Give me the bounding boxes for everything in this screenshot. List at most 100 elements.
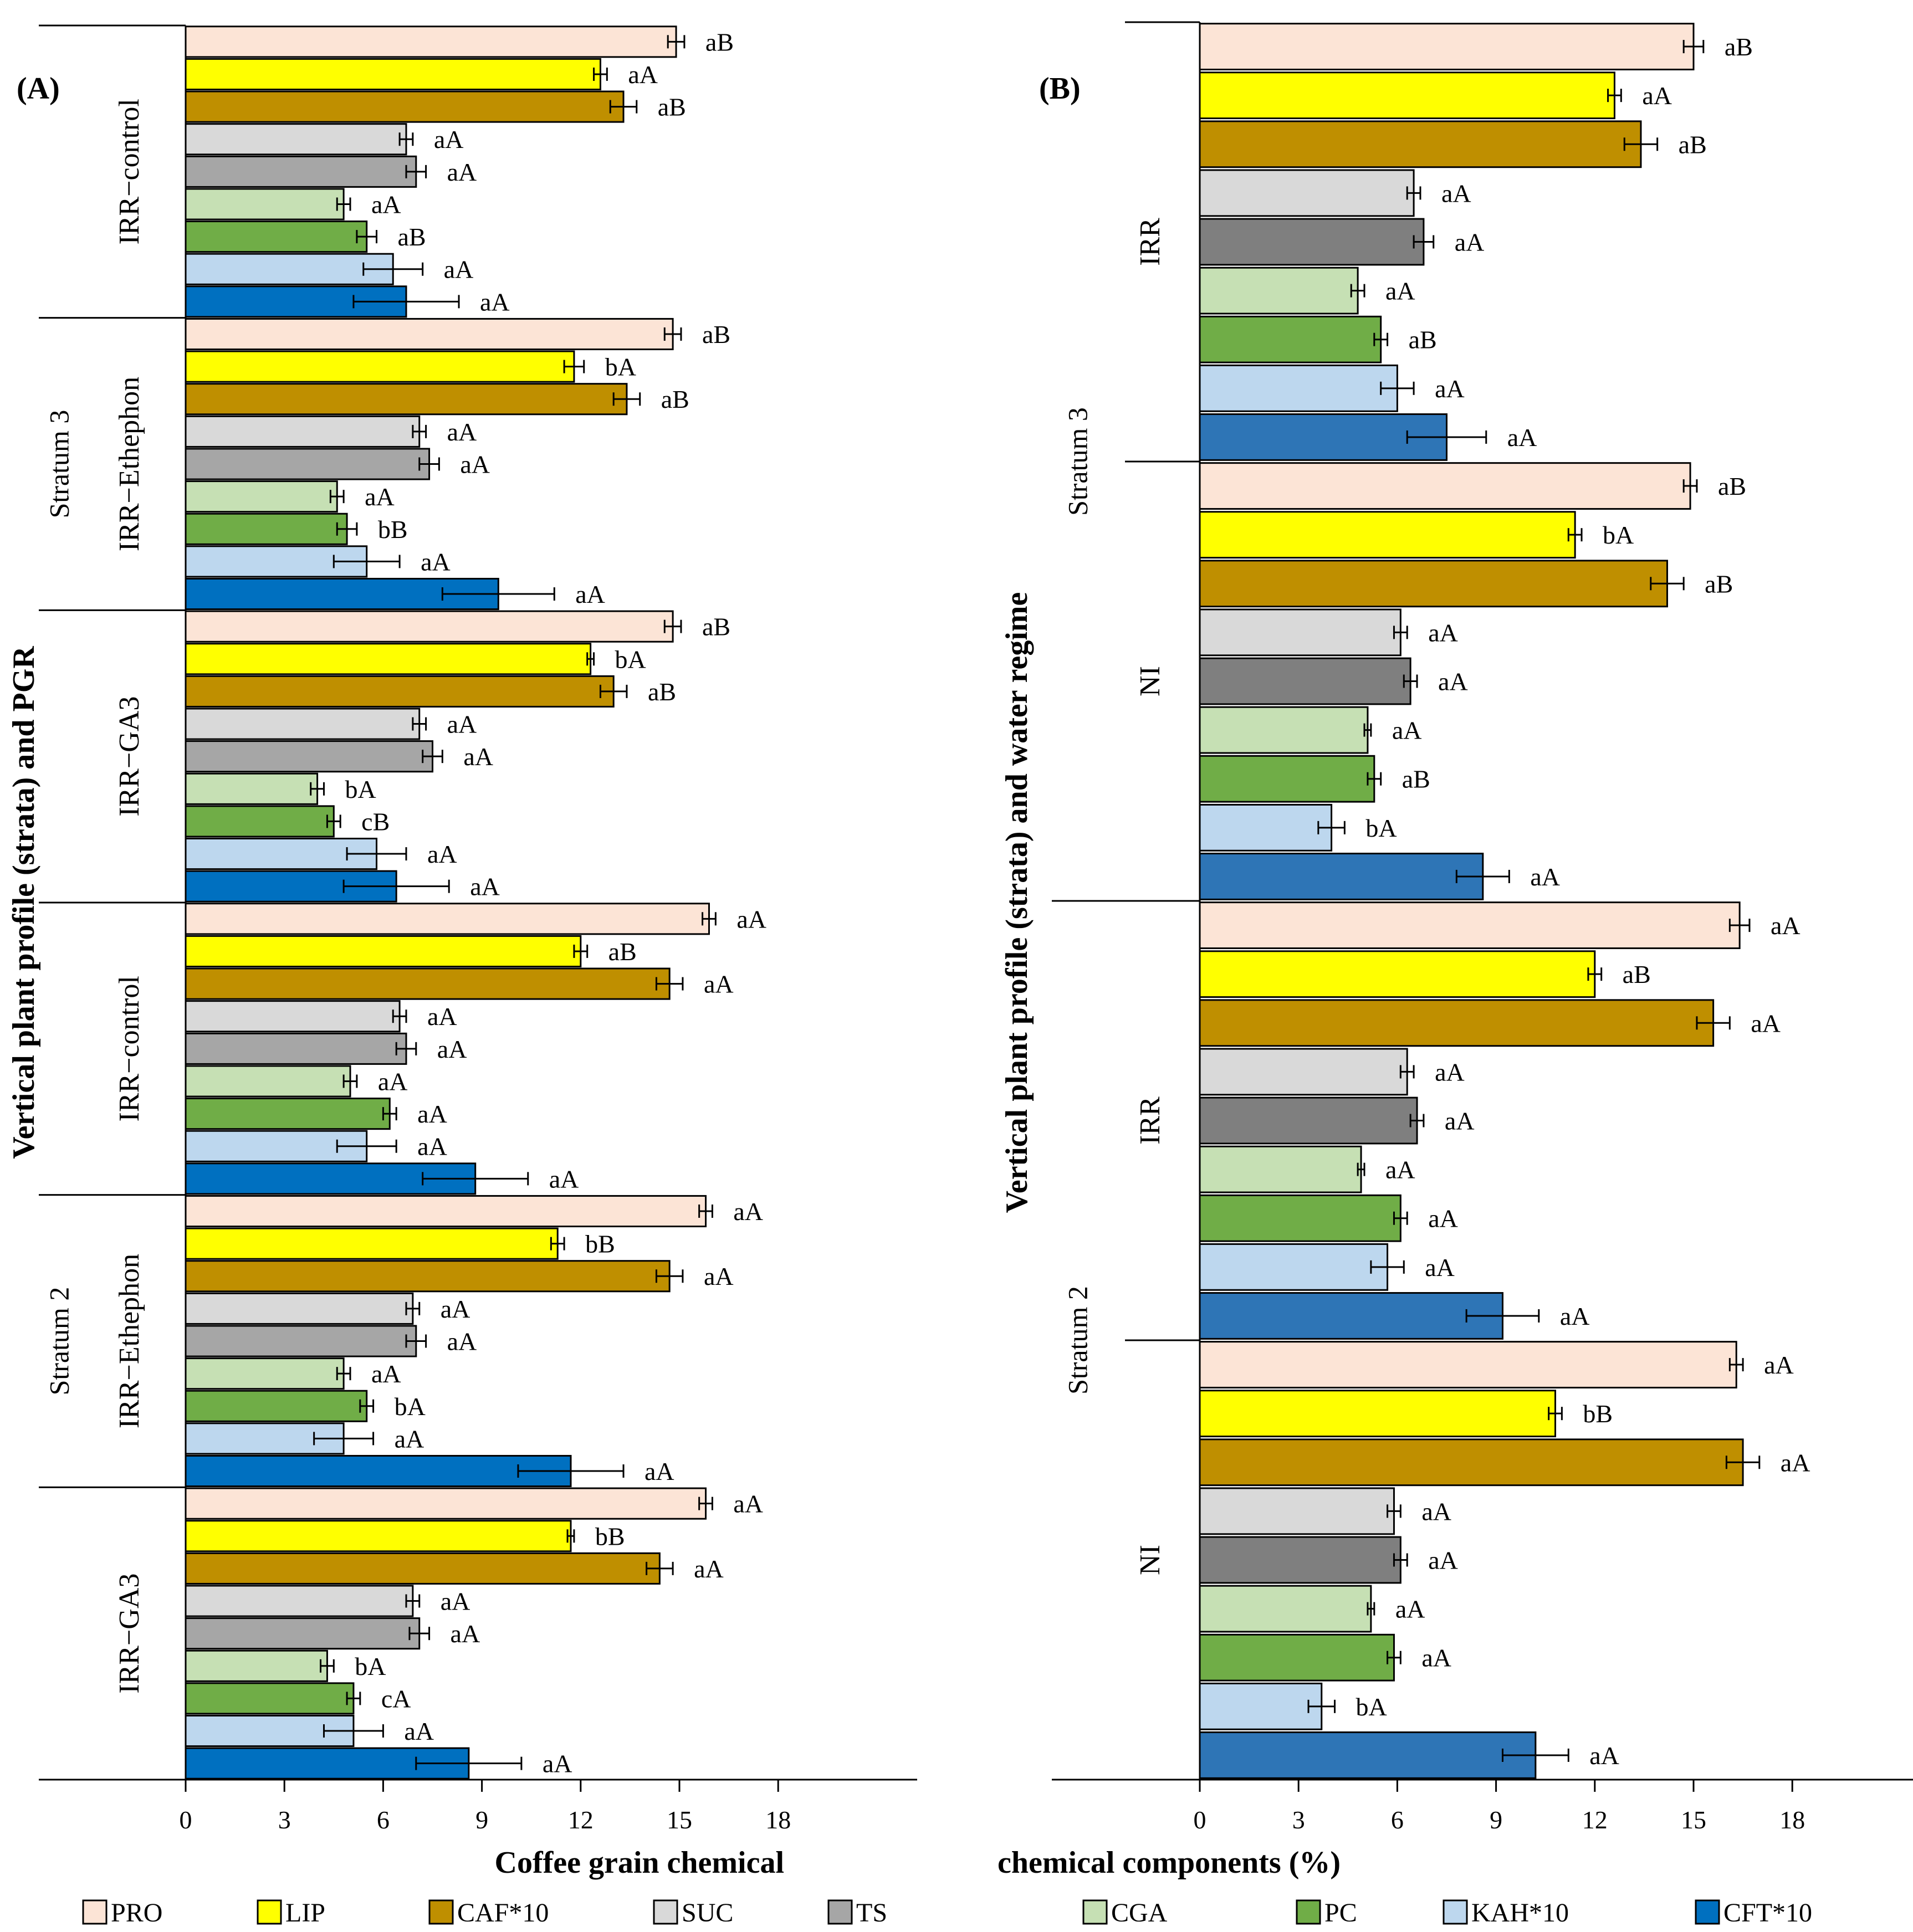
significance-label: aA (434, 125, 464, 153)
legend-swatch (1082, 1899, 1108, 1925)
x-tick-label: 0 (180, 1806, 192, 1834)
error-bar (698, 1204, 713, 1218)
bar (1199, 755, 1375, 803)
group-label: IRR−control (114, 976, 145, 1121)
significance-label: bA (355, 1652, 386, 1680)
bar (185, 188, 345, 221)
bar (185, 1292, 414, 1325)
error-bar (346, 1692, 361, 1705)
significance-label: aA (1425, 1253, 1455, 1282)
x-tick-label: 3 (1292, 1806, 1305, 1834)
bar (1199, 1243, 1389, 1291)
error-bar (1357, 1162, 1365, 1176)
significance-label: bA (615, 645, 646, 673)
legend-item: CFT*10 (1695, 1898, 1812, 1928)
significance-label: aB (1705, 570, 1733, 598)
error-bar (1370, 1260, 1405, 1274)
bar (185, 1552, 661, 1585)
bar (185, 513, 348, 545)
group-label: IRR (1134, 218, 1166, 266)
error-bar (336, 522, 358, 536)
significance-label: aA (1421, 1497, 1451, 1525)
error-bar (663, 327, 682, 341)
error-bar (1696, 1016, 1731, 1030)
bar (1199, 1145, 1362, 1193)
legend-item: CGA (1082, 1898, 1168, 1928)
bar (1199, 1048, 1408, 1096)
bar (1199, 1341, 1737, 1388)
bar (185, 610, 674, 643)
error-bar (1406, 186, 1421, 200)
x-tick-label: 9 (1490, 1806, 1502, 1834)
error-bar (336, 1367, 351, 1381)
legend-item: KAH*10 (1443, 1898, 1569, 1928)
group-label: NI (1134, 666, 1166, 696)
bar (185, 903, 710, 935)
bar (185, 935, 582, 968)
bar (1199, 560, 1668, 608)
error-bar (422, 750, 443, 763)
x-tick-label: 12 (568, 1806, 594, 1834)
legend-swatch (653, 1899, 678, 1925)
legend-label: CFT*10 (1723, 1898, 1812, 1928)
error-bar (1387, 1651, 1401, 1664)
error-bar (408, 1627, 431, 1641)
error-bar (1393, 626, 1408, 639)
error-bar (517, 1464, 625, 1478)
bar (185, 805, 335, 838)
error-bar (336, 197, 351, 211)
error-bar (1350, 284, 1365, 298)
error-bar (1307, 1699, 1336, 1713)
significance-label: bB (378, 515, 408, 544)
bar (185, 675, 615, 708)
error-bar (563, 360, 585, 373)
significance-label: aA (1771, 911, 1801, 940)
bar (1199, 23, 1695, 70)
significance-label: aB (1623, 960, 1651, 988)
error-bar (356, 230, 378, 244)
error-bar (336, 1139, 397, 1153)
bar (1199, 999, 1715, 1047)
significance-label: aA (549, 1165, 579, 1193)
legend-label: PRO (111, 1898, 162, 1928)
bar (1199, 1487, 1395, 1535)
error-bar (422, 1172, 529, 1186)
error-bar (1380, 381, 1415, 395)
significance-label: aA (460, 450, 490, 479)
x-tick-label: 15 (667, 1806, 692, 1834)
significance-label: bA (605, 353, 636, 381)
significance-label: aB (1402, 765, 1430, 793)
error-bar (313, 1432, 375, 1446)
legend-label: SUC (682, 1898, 733, 1928)
significance-label: aA (447, 1328, 477, 1356)
error-bar (667, 35, 686, 49)
x-tick-label: 6 (377, 1806, 390, 1834)
significance-label: aA (417, 1100, 447, 1128)
significance-label: aB (398, 223, 426, 251)
bar (1199, 218, 1425, 266)
significance-label: aA (1507, 423, 1537, 452)
bar (1199, 511, 1576, 559)
bar (1199, 1731, 1537, 1779)
significance-label: aA (1438, 668, 1468, 696)
significance-label: aA (543, 1750, 572, 1778)
error-bar (346, 847, 407, 861)
bar (185, 90, 625, 123)
error-bar (655, 1269, 684, 1283)
error-bar (405, 165, 427, 178)
x-tick-label: 0 (1194, 1806, 1206, 1834)
error-bar (1387, 1504, 1401, 1518)
bar (1199, 71, 1615, 120)
error-bar (1725, 1456, 1761, 1469)
significance-label: aA (371, 190, 401, 218)
error-bar (352, 295, 460, 309)
significance-label: aA (437, 1035, 467, 1063)
legend-swatch (827, 1899, 853, 1925)
significance-label: aA (1435, 1058, 1465, 1086)
significance-label: aA (645, 1457, 674, 1485)
significance-label: aA (365, 483, 395, 511)
stratum-label: Stratum 2 (43, 1287, 74, 1396)
error-bar (441, 587, 555, 601)
error-bar (1317, 821, 1346, 834)
